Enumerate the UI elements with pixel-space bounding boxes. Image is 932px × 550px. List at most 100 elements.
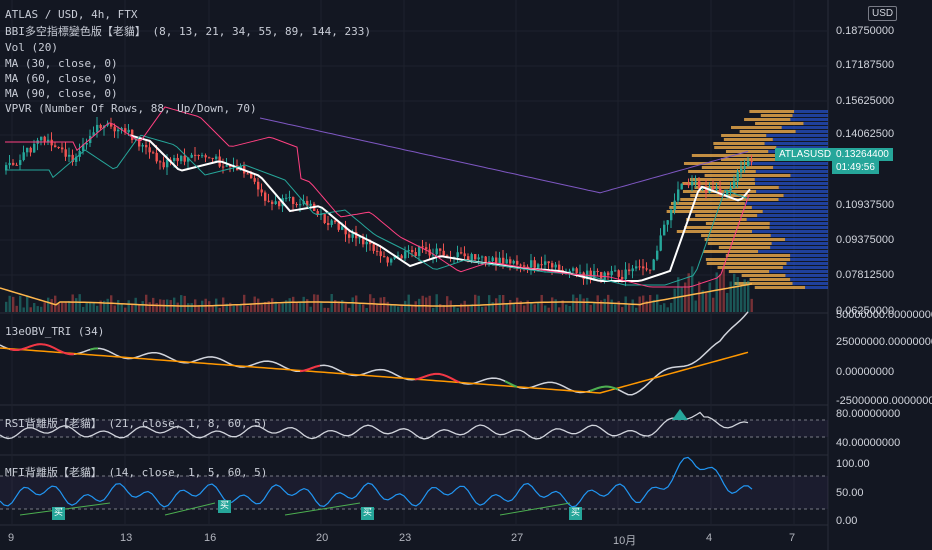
candle-body: [638, 266, 641, 268]
candle-body: [414, 252, 417, 256]
volume-bar: [407, 294, 410, 312]
volume-bar: [344, 303, 347, 312]
buy-signal-marker: 买: [52, 507, 65, 520]
candle-body: [148, 147, 151, 153]
vpvr-bar: [731, 126, 782, 129]
candle-body: [166, 159, 169, 168]
volume-bar: [691, 266, 694, 312]
volume-bar: [603, 298, 606, 312]
candle-body: [61, 147, 64, 150]
volume-bar: [320, 302, 323, 312]
volume-bar: [453, 305, 456, 312]
rsi-title[interactable]: RSI背離版【老貓】 (21, close, 1, 8, 60, 5): [5, 417, 268, 430]
volume-bar: [743, 279, 746, 312]
volume-bar: [33, 303, 36, 312]
candle-body: [225, 165, 228, 167]
volume-bar: [218, 307, 221, 312]
vpvr-bar: [666, 210, 763, 213]
volume-bar: [8, 295, 11, 312]
volume-bar: [250, 303, 253, 312]
vpvr-bar: [805, 286, 828, 289]
indicator-vpvr-label[interactable]: VPVR (Number Of Rows, 88, Up/Down, 70): [5, 102, 257, 115]
volume-bar: [663, 303, 666, 312]
indicator-ma60-label[interactable]: MA (60, close, 0): [5, 72, 118, 85]
obv-highlight: [299, 364, 321, 373]
volume-bar: [698, 281, 701, 312]
volume-bar: [358, 303, 361, 312]
candle-body: [698, 181, 701, 188]
date-label: 4: [706, 532, 713, 544]
indicator-ma90-label[interactable]: MA (90, close, 0): [5, 87, 118, 100]
rsi-band: [0, 420, 828, 437]
price-label: 0.17187500: [836, 59, 895, 71]
ma60-line: [5, 134, 750, 286]
candle-body: [393, 256, 396, 259]
divergence-line: [164, 502, 216, 516]
candle-body: [442, 250, 445, 256]
candle-body: [733, 181, 736, 188]
volume-bar: [421, 295, 424, 312]
volume-bar: [516, 297, 519, 312]
vpvr-bar: [773, 166, 828, 169]
candle-body: [120, 128, 123, 130]
date-label: 13: [120, 532, 133, 544]
candle-body: [288, 197, 291, 199]
volume-bar: [68, 301, 71, 312]
vpvr-bar: [790, 118, 828, 121]
candle-body: [341, 226, 344, 230]
candle-body: [670, 210, 673, 221]
indicator-ma30-label[interactable]: MA (30, close, 0): [5, 57, 118, 70]
volume-bar: [78, 294, 81, 312]
symbol-price-tag: ATLASUSD: [775, 148, 836, 161]
candle-body: [208, 157, 211, 159]
current-price-tag: 0.13264400: [832, 148, 893, 161]
obv-title[interactable]: 13eOBV_TRI (34): [5, 325, 105, 338]
price-label: 0.06250000: [836, 305, 895, 317]
currency-button[interactable]: USD: [868, 6, 898, 21]
vpvr-bar: [790, 258, 828, 261]
candle-body: [162, 162, 165, 168]
price-label: 0.07812500: [836, 269, 895, 281]
volume-bar: [124, 307, 127, 312]
volume-bar: [92, 302, 95, 312]
volume-bar: [390, 304, 393, 312]
volume-bar: [239, 304, 242, 312]
indicator-vol-label[interactable]: Vol (20): [5, 41, 58, 54]
volume-bar: [176, 302, 179, 312]
candle-body: [183, 155, 186, 162]
volume-bar: [47, 297, 50, 312]
candle-body: [127, 129, 130, 133]
vpvr-bar: [795, 130, 828, 133]
candle-body: [631, 268, 634, 272]
candle-body: [386, 257, 389, 263]
volume-bar: [589, 304, 592, 312]
volume-bar: [127, 300, 130, 312]
volume-bar: [145, 294, 148, 312]
mfi-title[interactable]: MFI背離版【老貓】 (14, close, 1, 5, 60, 5): [5, 466, 268, 479]
candle-body: [278, 201, 281, 207]
volume-bar: [621, 307, 624, 312]
candle-body: [467, 256, 470, 261]
volume-bar: [285, 300, 288, 312]
candle-body: [173, 157, 176, 161]
vpvr-bar: [794, 110, 828, 113]
volume-bar: [155, 303, 158, 312]
volume-bar: [593, 303, 596, 312]
vpvr-bar: [691, 154, 786, 157]
candle-body: [568, 270, 571, 274]
candle-body: [470, 254, 473, 261]
vpvr-bar: [776, 146, 828, 149]
vpvr-bar: [717, 266, 783, 269]
volume-bar: [687, 273, 690, 312]
volume-bar: [432, 307, 435, 312]
indicator-bbi-label[interactable]: BBI多空指標變色版【老貓】 (8, 13, 21, 34, 55, 89, 1…: [5, 25, 372, 38]
vpvr-bar: [725, 254, 791, 257]
volume-bar: [113, 305, 116, 312]
candle-body: [145, 144, 148, 148]
candle-body: [729, 187, 732, 191]
volume-bar: [351, 297, 354, 312]
volume-bar: [677, 277, 680, 312]
price-label: 0.09375000: [836, 234, 895, 246]
